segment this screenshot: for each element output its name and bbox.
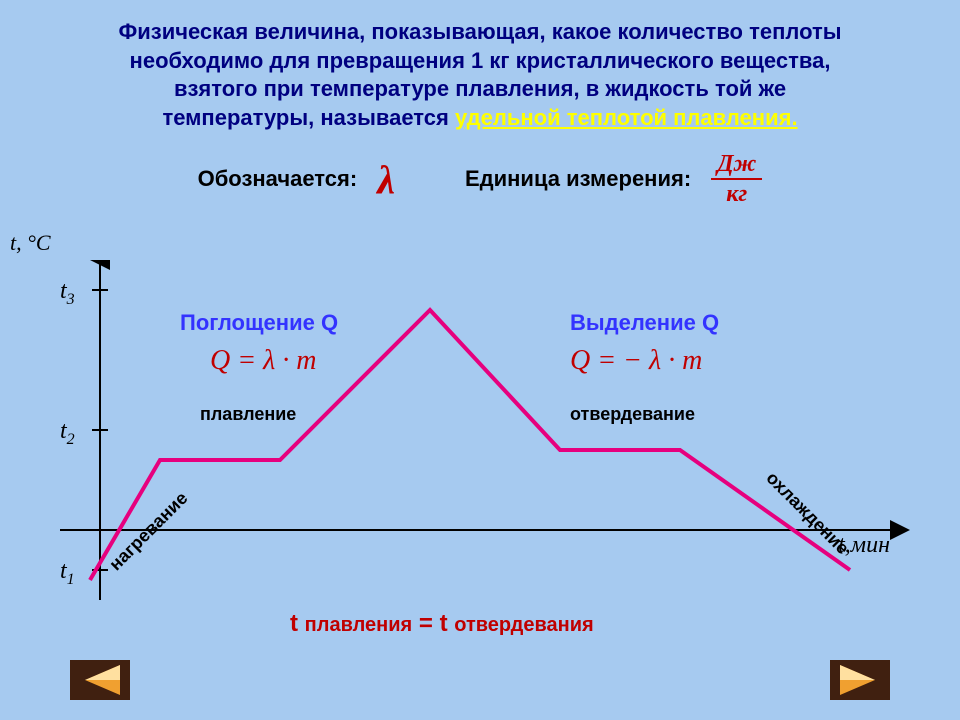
unit-fraction: Дж кг: [711, 152, 762, 206]
q-absorb-label: Поглощение Q: [180, 310, 338, 336]
prev-icon: [70, 660, 130, 700]
next-button[interactable]: [830, 660, 890, 700]
lambda-symbol: λ: [377, 156, 395, 203]
unit-numerator: Дж: [711, 152, 762, 180]
graph-area: t, °C t3 t2 t1 t,мин Поглощение Q Выделе…: [40, 260, 940, 640]
title-highlight: удельной теплотой плавления.: [455, 105, 798, 130]
definition-title: Физическая величина, показывающая, какое…: [0, 0, 960, 142]
chart-svg: [40, 260, 940, 640]
formula-release: Q = − λ · m: [570, 345, 702, 377]
tick-label-t2: t2: [60, 418, 75, 449]
notation-row: Обозначается: λ Единица измерения: Дж кг: [0, 152, 960, 206]
title-line1: Физическая величина, показывающая, какое…: [118, 19, 841, 44]
q-release-label: Выделение Q: [570, 310, 719, 336]
formula-absorb: Q = λ · m: [210, 345, 316, 377]
title-line3: взятого при температуре плавления, в жид…: [174, 76, 786, 101]
title-line4-pre: температуры, называется: [162, 105, 455, 130]
prev-button[interactable]: [70, 660, 130, 700]
y-axis-label: t, °C: [10, 230, 51, 256]
phase-curve: [90, 310, 850, 580]
unit-denominator: кг: [711, 180, 762, 206]
bottom-equation: t плавления = t отвердевания: [290, 610, 594, 638]
process-melting: плавление: [200, 404, 296, 425]
title-line2: необходимо для превращения 1 кг кристалл…: [130, 48, 831, 73]
tick-label-t3: t3: [60, 278, 75, 309]
process-solidify: отвердевание: [570, 404, 695, 425]
notation-label-symbol: Обозначается:: [198, 166, 358, 192]
notation-label-unit: Единица измерения:: [465, 166, 691, 192]
tick-label-t1: t1: [60, 558, 75, 589]
next-icon: [830, 660, 890, 700]
